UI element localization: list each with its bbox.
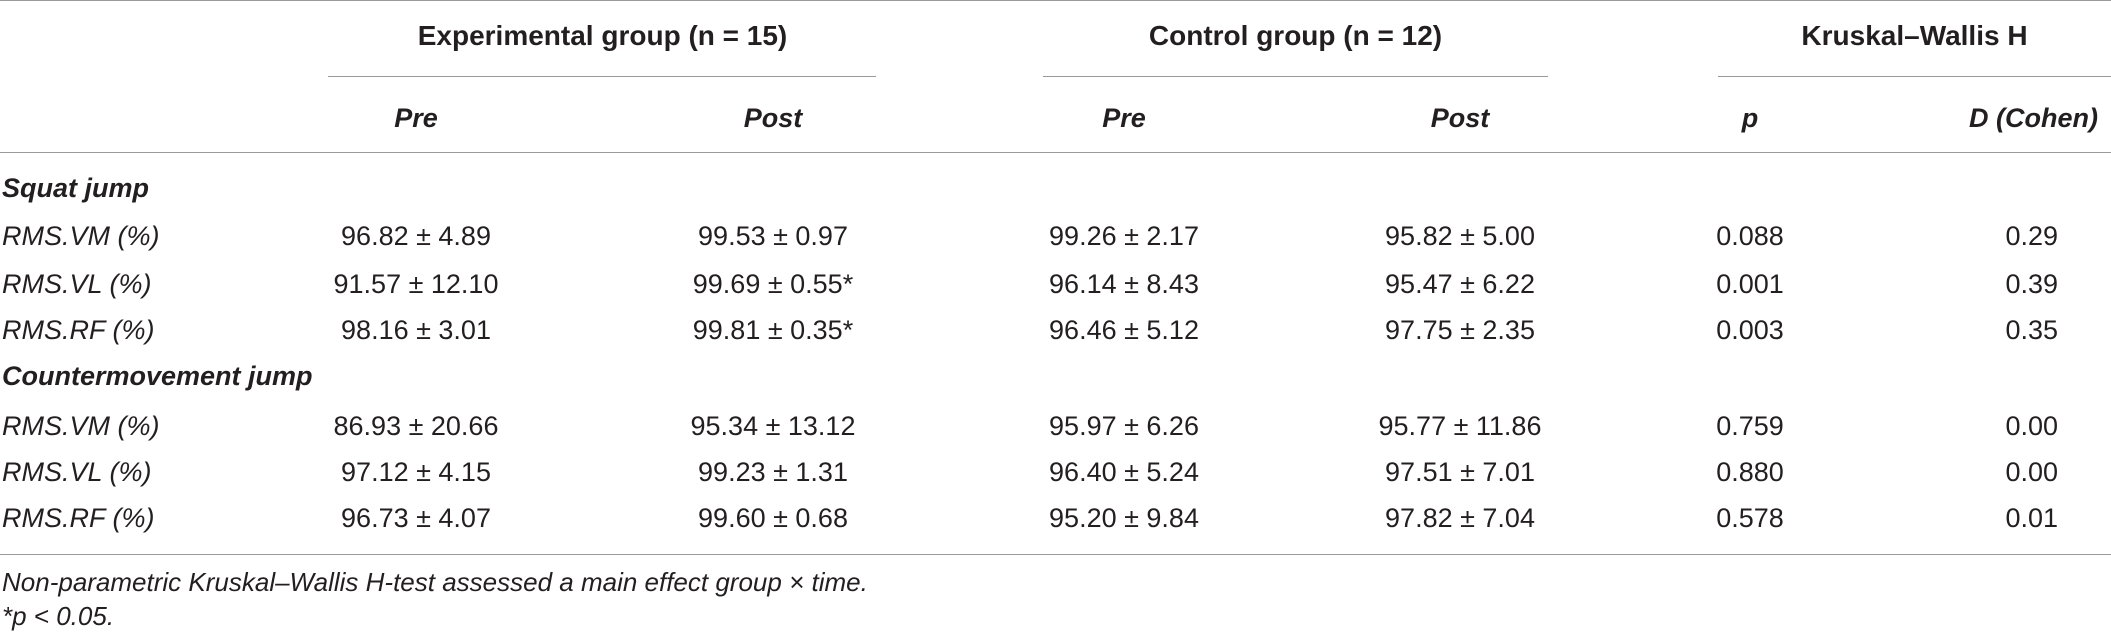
cell-ctl-post: 97.51 ± 7.01 bbox=[1385, 457, 1535, 487]
cell-d: 0.00 bbox=[2005, 457, 2058, 487]
cell-ctl-post: 95.77 ± 11.86 bbox=[1378, 411, 1542, 441]
cell-exp-post: 99.60 ± 0.68 bbox=[698, 503, 848, 533]
section-title-squat-jump: Squat jump bbox=[2, 173, 149, 203]
header-group1: Experimental group (n = 15) bbox=[417, 20, 788, 51]
row-label: RMS.VM (%) bbox=[2, 221, 160, 251]
header-p: p bbox=[1741, 103, 1759, 133]
header-exp-post: Post bbox=[743, 103, 803, 133]
table-bottom-rule bbox=[0, 554, 2111, 555]
cell-d: 0.29 bbox=[2005, 221, 2058, 251]
footnote-significance: *p < 0.05. bbox=[2, 601, 115, 631]
cell-exp-pre: 97.12 ± 4.15 bbox=[341, 457, 491, 487]
cell-ctl-pre: 96.46 ± 5.12 bbox=[1049, 315, 1199, 345]
header-d-cohen: D (Cohen) bbox=[1969, 103, 2098, 133]
cell-ctl-pre: 96.40 ± 5.24 bbox=[1049, 457, 1199, 487]
cell-exp-post: 95.34 ± 13.12 bbox=[690, 411, 856, 441]
row-label: RMS.VM (%) bbox=[2, 411, 160, 441]
header-group3: Kruskal–Wallis H bbox=[1801, 20, 2028, 51]
group2-underline bbox=[1043, 76, 1548, 77]
cell-d: 0.35 bbox=[2005, 315, 2058, 345]
cell-ctl-pre: 95.20 ± 9.84 bbox=[1049, 503, 1199, 533]
cell-ctl-pre: 96.14 ± 8.43 bbox=[1049, 269, 1199, 299]
header-bottom-rule bbox=[0, 152, 2111, 153]
row-label: RMS.VL (%) bbox=[2, 457, 152, 487]
cell-d: 0.39 bbox=[2005, 269, 2058, 299]
cell-d: 0.00 bbox=[2005, 411, 2058, 441]
row-label: RMS.RF (%) bbox=[2, 503, 155, 533]
cell-p: 0.003 bbox=[1716, 315, 1784, 345]
cell-exp-post: 99.69 ± 0.55* bbox=[692, 269, 854, 299]
cell-exp-post: 99.53 ± 0.97 bbox=[698, 221, 848, 251]
cell-exp-pre: 91.57 ± 12.10 bbox=[333, 269, 499, 299]
cell-ctl-post: 97.75 ± 2.35 bbox=[1385, 315, 1535, 345]
cell-exp-post: 99.23 ± 1.31 bbox=[698, 457, 848, 487]
footnote-method: Non-parametric Kruskal–Wallis H-test ass… bbox=[2, 567, 868, 597]
header-exp-pre: Pre bbox=[394, 103, 438, 133]
cell-ctl-pre: 95.97 ± 6.26 bbox=[1049, 411, 1199, 441]
cell-p: 0.088 bbox=[1716, 221, 1784, 251]
cell-p: 0.578 bbox=[1716, 503, 1784, 533]
header-ctl-post: Post bbox=[1430, 103, 1490, 133]
group1-underline bbox=[328, 76, 876, 77]
cell-exp-post: 99.81 ± 0.35* bbox=[692, 315, 854, 345]
cell-exp-pre: 98.16 ± 3.01 bbox=[341, 315, 491, 345]
cell-ctl-post: 97.82 ± 7.04 bbox=[1385, 503, 1535, 533]
cell-ctl-pre: 99.26 ± 2.17 bbox=[1049, 221, 1199, 251]
cell-d: 0.01 bbox=[2005, 503, 2058, 533]
row-label: RMS.RF (%) bbox=[2, 315, 155, 345]
cell-p: 0.001 bbox=[1716, 269, 1784, 299]
section-title-countermovement-jump: Countermovement jump bbox=[2, 361, 313, 391]
group3-underline bbox=[1718, 76, 2111, 77]
header-group2: Control group (n = 12) bbox=[1148, 20, 1443, 51]
cell-p: 0.880 bbox=[1716, 457, 1784, 487]
cell-ctl-post: 95.82 ± 5.00 bbox=[1385, 221, 1535, 251]
cell-exp-pre: 96.82 ± 4.89 bbox=[341, 221, 491, 251]
cell-exp-pre: 96.73 ± 4.07 bbox=[341, 503, 491, 533]
cell-p: 0.759 bbox=[1716, 411, 1784, 441]
cell-exp-pre: 86.93 ± 20.66 bbox=[333, 411, 499, 441]
cell-ctl-post: 95.47 ± 6.22 bbox=[1385, 269, 1535, 299]
top-rule bbox=[0, 0, 2111, 1]
row-label: RMS.VL (%) bbox=[2, 269, 152, 299]
header-ctl-pre: Pre bbox=[1102, 103, 1146, 133]
